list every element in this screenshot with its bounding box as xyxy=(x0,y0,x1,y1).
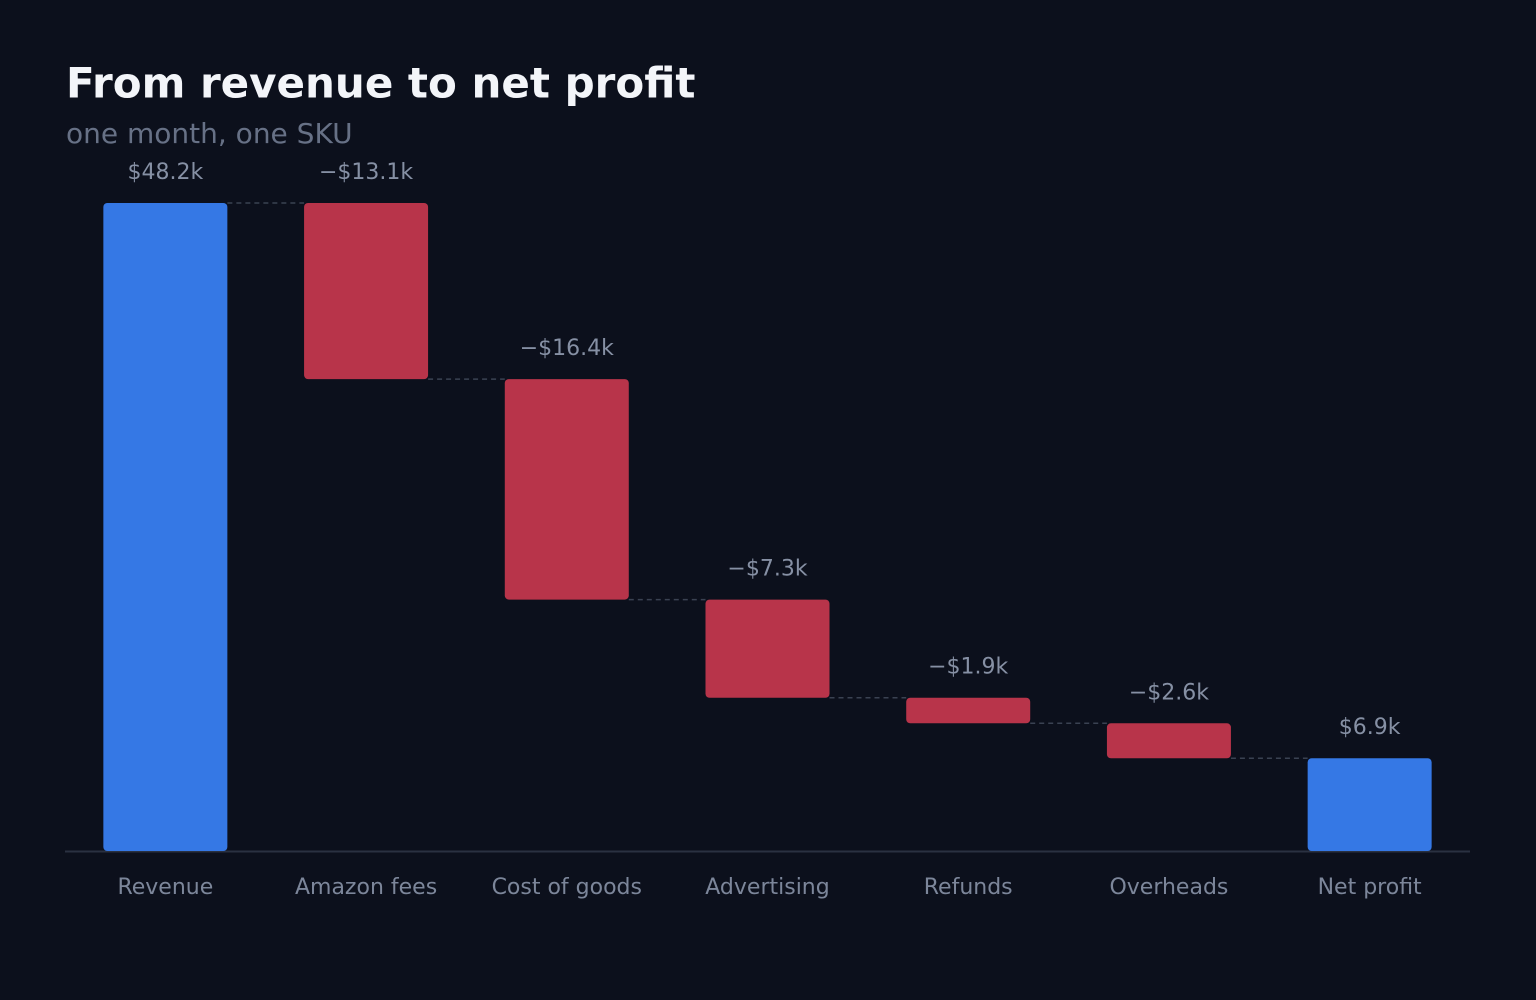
bar xyxy=(705,599,830,698)
bar xyxy=(103,203,228,851)
x-tick-label: Net profit xyxy=(1318,875,1422,900)
value-label: $48.2k xyxy=(127,160,203,185)
value-label: −$16.4k xyxy=(520,336,614,361)
value-label: −$13.1k xyxy=(319,160,413,185)
bar xyxy=(504,379,629,600)
bar xyxy=(1106,723,1231,759)
chart-title: From revenue to net profit xyxy=(66,59,695,108)
value-label: −$7.3k xyxy=(727,557,807,582)
value-label: $6.9k xyxy=(1339,715,1401,740)
x-tick-label: Amazon fees xyxy=(295,875,437,900)
value-label: −$2.6k xyxy=(1129,680,1209,705)
value-label: −$1.9k xyxy=(928,655,1008,680)
x-tick-label: Refunds xyxy=(924,875,1013,900)
bar xyxy=(1307,758,1432,851)
bar xyxy=(304,203,429,380)
bar xyxy=(906,697,1031,724)
x-tick-label: Cost of goods xyxy=(492,875,642,900)
chart-subtitle: one month, one SKU xyxy=(66,117,353,150)
x-tick-label: Advertising xyxy=(705,875,829,900)
x-tick-label: Revenue xyxy=(117,875,213,900)
x-tick-label: Overheads xyxy=(1109,875,1228,900)
